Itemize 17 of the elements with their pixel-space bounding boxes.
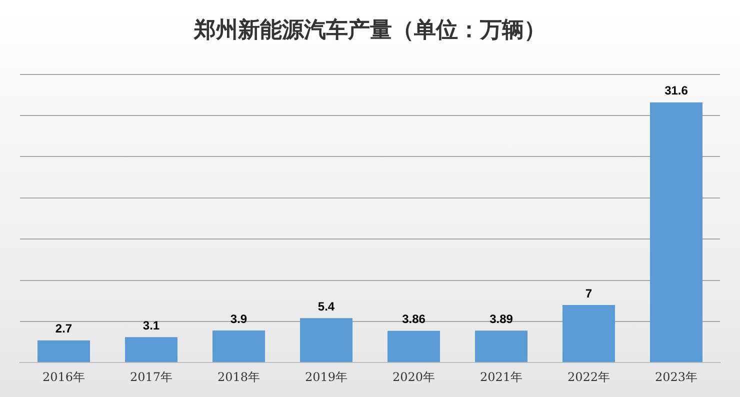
x-tick-label: 2023年 xyxy=(654,370,698,384)
x-tick-label: 2016年 xyxy=(42,370,86,384)
data-label: 3.89 xyxy=(490,312,514,326)
x-tick-label: 2020年 xyxy=(392,370,436,384)
data-label: 31.6 xyxy=(664,84,688,98)
data-label: 7 xyxy=(585,286,592,300)
data-label: 5.4 xyxy=(318,299,335,314)
data-label: 3.86 xyxy=(402,312,426,326)
data-label: 3.9 xyxy=(230,312,248,326)
x-tick-label: 2021年 xyxy=(480,370,523,384)
data-label: 3.1 xyxy=(142,318,160,332)
x-tick-label: 2017年 xyxy=(130,370,173,384)
x-tick-label: 2022年 xyxy=(567,370,610,384)
x-tick-label: 2019年 xyxy=(304,370,348,384)
data-label: 2.7 xyxy=(55,322,72,336)
chart-title: 郑州新能源汽车产量（单位：万辆） xyxy=(193,16,546,43)
x-tick-label: 2018年 xyxy=(217,370,260,384)
